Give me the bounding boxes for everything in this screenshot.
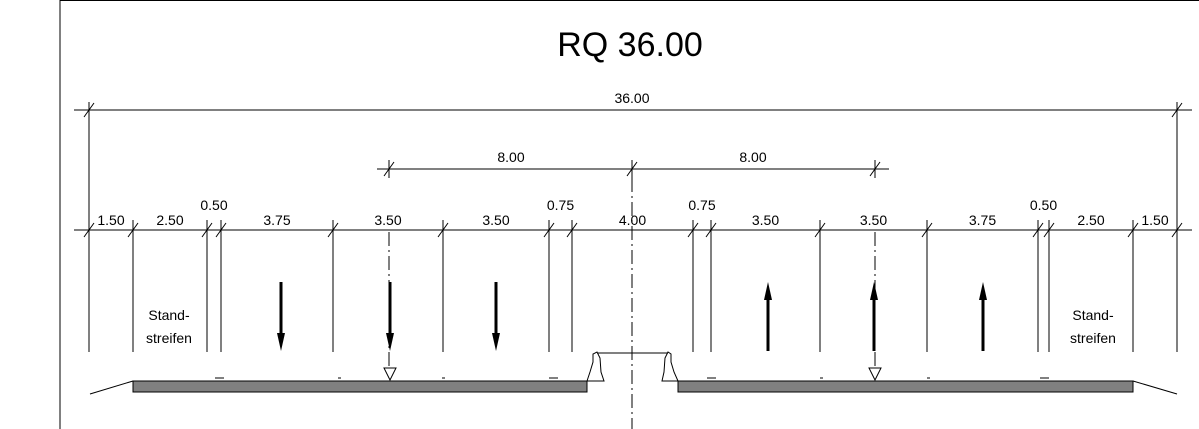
segment-width-label: 1.50 (97, 212, 124, 228)
hard-shoulder-label-left: Stand- streifen (146, 307, 192, 346)
segment-tick (687, 222, 699, 238)
segment-ticks (83, 220, 1183, 352)
segment-width-label: 1.50 (1141, 212, 1168, 228)
segment-labels: 1.50 2.50 0.50 3.75 3.50 3.50 0.75 4.00 0.75 3.50… (97, 197, 1168, 228)
segment-tick (1043, 222, 1055, 238)
segment-tick (566, 222, 578, 238)
svg-text:Stand-: Stand- (148, 307, 190, 323)
segment-tick (327, 222, 339, 238)
segment-tick (814, 222, 826, 238)
svg-text:streifen: streifen (146, 330, 192, 346)
arrow-down-lane-3 (492, 282, 500, 351)
carriageway-right-pavement (677, 380, 1134, 393)
drawing-title: RQ 36.00 (557, 26, 703, 64)
embankment-right (1132, 380, 1178, 395)
svg-text:streifen: streifen (1070, 330, 1116, 346)
segment-tick (1127, 222, 1139, 238)
median-offset-dimensions: 8.00 8.00 (377, 149, 889, 178)
arrow-up-lane-2 (870, 282, 878, 351)
arrow-down-lane-1 (277, 282, 285, 351)
offset-right-label: 8.00 (739, 149, 766, 165)
traffic-arrows (277, 282, 987, 351)
offset-left-label: 8.00 (497, 149, 524, 165)
segment-width-label: 3.50 (374, 212, 401, 228)
segment-width-label: 3.75 (969, 212, 996, 228)
segment-width-label: 3.50 (860, 212, 887, 228)
segment-tick (921, 222, 933, 238)
segment-tick (1032, 222, 1044, 238)
segment-tick (1171, 222, 1183, 238)
lane-axis-marker-left (383, 367, 397, 382)
segment-width-label: 2.50 (156, 212, 183, 228)
segment-width-label: 0.50 (1030, 197, 1057, 213)
segment-tick (215, 222, 227, 238)
segment-width-label: 0.75 (688, 197, 715, 213)
segment-width-label: 0.75 (547, 197, 574, 213)
arrow-up-lane-1 (764, 282, 772, 351)
overall-width-label: 36.00 (614, 90, 649, 106)
arrow-down-lane-2 (386, 282, 394, 351)
road-cross-section (89, 351, 1178, 395)
segment-tick (127, 222, 139, 238)
segment-tick (83, 222, 95, 238)
segment-width-label: 3.75 (263, 212, 290, 228)
segment-width-label: 4.00 (619, 212, 646, 228)
segment-tick (543, 222, 555, 238)
segment-tick (201, 222, 213, 238)
embankment-left (89, 380, 134, 395)
segment-width-label: 3.50 (752, 212, 779, 228)
carriageway-left-pavement (132, 380, 588, 393)
segment-width-label: 0.50 (200, 197, 227, 213)
hard-shoulder-label-right: Stand- streifen (1070, 307, 1116, 346)
segment-tick (437, 222, 449, 238)
arrow-up-lane-3 (979, 282, 987, 351)
median-barrier (586, 351, 679, 382)
segment-width-label: 2.50 (1077, 212, 1104, 228)
segment-tick (705, 222, 717, 238)
lane-axis-marker-right (868, 367, 882, 382)
svg-text:Stand-: Stand- (1072, 307, 1114, 323)
segment-width-label: 3.50 (482, 212, 509, 228)
